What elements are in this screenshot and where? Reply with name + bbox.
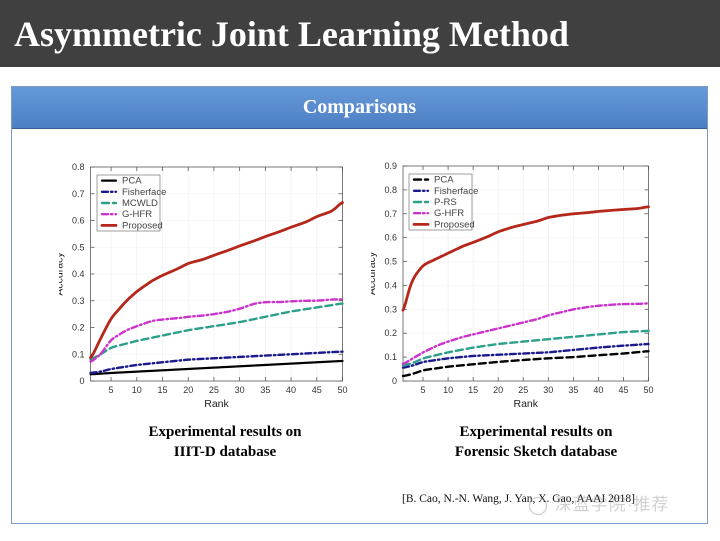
svg-text:0.1: 0.1 [384,352,397,362]
svg-text:50: 50 [643,385,653,395]
svg-text:PCA: PCA [434,175,454,186]
svg-text:Proposed: Proposed [434,219,475,230]
svg-text:35: 35 [568,385,578,395]
svg-text:10: 10 [443,385,453,395]
svg-text:0: 0 [79,376,84,386]
svg-text:0.8: 0.8 [384,185,397,195]
svg-text:PCA: PCA [122,176,142,187]
svg-text:50: 50 [337,385,347,395]
svg-text:Accuracy: Accuracy [59,252,66,296]
svg-text:Accuracy: Accuracy [371,251,378,295]
svg-text:30: 30 [543,385,553,395]
svg-text:5: 5 [421,385,426,395]
svg-text:35: 35 [260,385,270,395]
svg-text:0.4: 0.4 [384,280,397,290]
svg-text:20: 20 [183,385,193,395]
svg-text:Fisherface: Fisherface [434,186,478,197]
svg-text:5: 5 [109,385,114,395]
svg-text:20: 20 [493,385,503,395]
svg-text:0.5: 0.5 [72,242,85,252]
svg-text:0.9: 0.9 [384,161,397,171]
svg-text:0.2: 0.2 [384,328,397,338]
svg-text:Proposed: Proposed [122,220,163,231]
svg-text:G-HFR: G-HFR [434,208,464,219]
svg-text:0.7: 0.7 [72,189,85,199]
svg-text:0.6: 0.6 [72,216,85,226]
svg-text:45: 45 [312,385,322,395]
svg-text:0.3: 0.3 [72,296,85,306]
svg-text:25: 25 [518,385,528,395]
svg-text:10: 10 [132,385,142,395]
svg-text:Fisherface: Fisherface [122,187,166,198]
svg-text:Rank: Rank [513,398,538,410]
svg-text:0.5: 0.5 [384,257,397,267]
svg-text:45: 45 [618,385,628,395]
svg-text:0.1: 0.1 [72,349,85,359]
svg-text:0.2: 0.2 [72,323,85,333]
svg-text:15: 15 [157,385,167,395]
svg-text:0: 0 [392,376,397,386]
svg-text:0.6: 0.6 [384,233,397,243]
svg-text:G-HFR: G-HFR [122,209,152,220]
svg-text:MCWLD: MCWLD [122,198,158,209]
svg-text:30: 30 [235,385,245,395]
svg-text:Rank: Rank [204,398,229,410]
svg-text:0.7: 0.7 [384,209,397,219]
svg-text:40: 40 [593,385,603,395]
svg-text:0.8: 0.8 [72,162,85,172]
svg-text:40: 40 [286,385,296,395]
svg-text:P-RS: P-RS [434,197,457,208]
svg-text:0.3: 0.3 [384,304,397,314]
svg-text:15: 15 [468,385,478,395]
svg-text:25: 25 [209,385,219,395]
svg-text:0.4: 0.4 [72,269,85,279]
